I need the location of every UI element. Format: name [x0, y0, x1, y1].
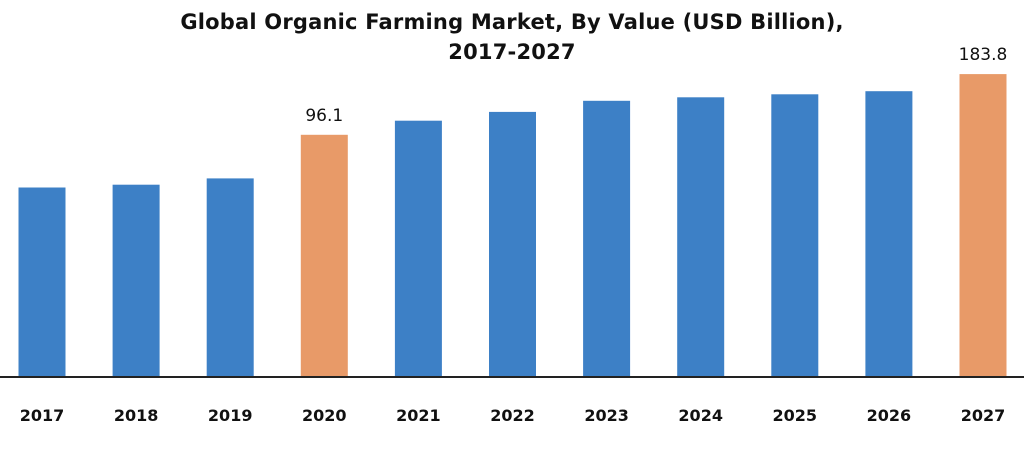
- x-tick-label-2024: 2024: [678, 406, 723, 425]
- bar-2027: [959, 74, 1007, 377]
- chart-title-line-1: Global Organic Farming Market, By Value …: [180, 10, 844, 34]
- bar-2022: [489, 111, 536, 378]
- bar-2018: [112, 184, 160, 377]
- x-tick-label-2026: 2026: [867, 406, 912, 425]
- x-tick-label-2025: 2025: [773, 406, 818, 425]
- bar-2021: [394, 120, 442, 377]
- bars-group: [18, 74, 1007, 378]
- bar-2023: [583, 100, 631, 378]
- data-label-2027: 183.8: [959, 45, 1008, 65]
- bar-2024: [677, 97, 725, 378]
- x-tick-label-2021: 2021: [396, 406, 441, 425]
- x-tick-label-2017: 2017: [20, 406, 65, 425]
- x-tick-label-2020: 2020: [302, 406, 347, 425]
- x-tick-label-2022: 2022: [490, 406, 535, 425]
- data-label-2020: 96.1: [305, 106, 343, 126]
- x-tick-label-2018: 2018: [114, 406, 159, 425]
- bar-2019: [206, 178, 254, 377]
- chart-title-line-2: 2017-2027: [448, 40, 576, 64]
- x-tick-label-2019: 2019: [208, 406, 253, 425]
- bar-2017: [18, 187, 66, 377]
- bar-2025: [771, 94, 819, 378]
- x-tick-label-2023: 2023: [584, 406, 629, 425]
- data-labels: 96.1 183.8: [305, 45, 1007, 126]
- bar-2026: [865, 91, 913, 377]
- x-tick-label-2027: 2027: [961, 406, 1006, 425]
- bar-2020: [300, 134, 348, 377]
- x-tick-labels: 2017 2018 2019 2020 2021 2022 2023 2024 2025 2026…: [20, 406, 1006, 425]
